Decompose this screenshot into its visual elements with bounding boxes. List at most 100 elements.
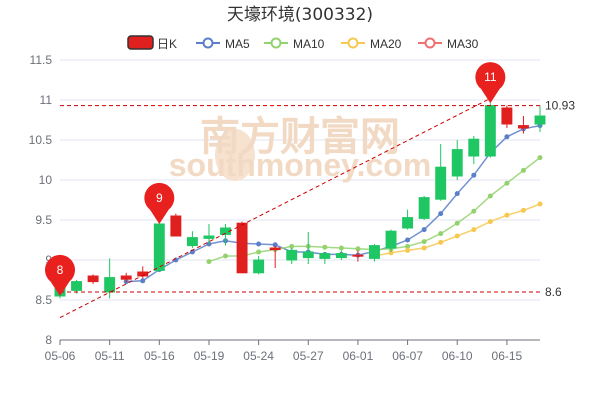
candles: [54, 103, 546, 299]
ma10-point: [355, 246, 361, 252]
candle: [120, 272, 132, 283]
y-tick-label: 8.5: [35, 293, 52, 307]
candle-body: [153, 223, 165, 271]
ma20-point: [487, 219, 493, 225]
candle-body: [501, 107, 513, 125]
ma10-point: [438, 231, 444, 237]
candle-body: [236, 222, 248, 274]
watermark-text: southmoney.com: [169, 147, 432, 183]
ma20-point: [454, 233, 460, 239]
ma5-point: [140, 278, 146, 284]
candle-body: [534, 115, 546, 125]
candle: [418, 196, 430, 220]
candle-body: [435, 166, 447, 200]
candle-body: [369, 245, 380, 259]
x-tick-label: 06-01: [343, 349, 374, 363]
price-pin: 9: [144, 182, 175, 224]
ma10-point: [537, 155, 543, 161]
candle: [517, 116, 529, 134]
candle: [170, 213, 182, 237]
ma10-point: [471, 208, 477, 214]
x-tick-label: 05-06: [45, 349, 76, 363]
candle-body: [517, 125, 529, 129]
ma10-point: [504, 180, 510, 186]
ma5-point: [471, 172, 477, 178]
ma10-point: [223, 253, 229, 259]
candle-body: [302, 251, 314, 259]
legend-label: MA10: [293, 37, 325, 51]
y-tick-label: 11.5: [30, 53, 53, 67]
ma20-point: [421, 245, 427, 251]
pin-shape: [144, 182, 175, 224]
candle-body: [484, 105, 496, 157]
candle: [451, 140, 463, 180]
x-tick-label: 05-11: [95, 349, 125, 363]
x-tick-label: 05-16: [144, 349, 175, 363]
x-tick-label: 06-15: [492, 349, 523, 363]
candle-body: [253, 259, 265, 274]
watermark-cn: 南方财富网: [200, 115, 400, 159]
chart-title: 天壕环境(300332): [227, 5, 373, 25]
x-tick-label: 05-27: [293, 349, 324, 363]
ma5-point: [405, 237, 411, 243]
ma5-point: [421, 227, 427, 233]
ma5-point: [256, 241, 262, 247]
candle-body: [352, 254, 364, 257]
reference-label: 8.6: [545, 285, 562, 299]
legend-label: 日K: [157, 37, 177, 51]
candle-body: [170, 215, 182, 237]
candle-body: [87, 275, 99, 283]
legend-item-4: MA30: [418, 37, 479, 51]
pins: 8 9 11: [45, 62, 506, 296]
candle: [137, 266, 149, 279]
ma5-point: [272, 242, 278, 248]
candle: [286, 248, 298, 264]
candle: [501, 105, 513, 128]
legend-label: MA5: [225, 37, 250, 51]
candle: [87, 274, 99, 284]
x-tick-label: 06-07: [392, 349, 423, 363]
candle-body: [451, 149, 463, 177]
pin-label: 9: [156, 191, 163, 205]
price-pin: 11: [475, 62, 506, 104]
ma10-point: [206, 259, 212, 265]
ma10-point: [520, 167, 526, 173]
legend-swatch-marker: [270, 37, 282, 49]
candle: [468, 136, 480, 164]
candle: [369, 244, 380, 262]
legend-swatch-marker: [347, 37, 359, 49]
candle: [534, 105, 546, 132]
candle: [203, 224, 215, 244]
trend-line: [59, 97, 491, 319]
legend-swatch-marker: [424, 37, 436, 49]
y-tick-label: 9.5: [35, 213, 52, 227]
y-tick-label: 10: [39, 173, 53, 187]
ma10-point: [256, 249, 262, 255]
legend-swatch: [127, 35, 154, 50]
candle-body: [319, 253, 331, 259]
candle-body: [335, 253, 347, 259]
candle: [484, 103, 496, 158]
ma10-point: [289, 243, 295, 249]
candle: [335, 250, 347, 260]
legend-swatch-marker: [202, 37, 214, 49]
ma5-point: [454, 191, 460, 197]
candle-body: [418, 197, 430, 219]
ma20-point: [520, 207, 526, 213]
pin-label: 11: [484, 70, 497, 84]
candle: [319, 252, 331, 264]
reference-label: 10.93: [545, 99, 575, 113]
x-tick-label: 05-19: [194, 349, 225, 363]
y-tick-label: 11: [40, 93, 53, 107]
ma5-point: [438, 211, 444, 217]
ma10-point: [322, 244, 328, 250]
ma20-point: [537, 201, 543, 207]
legend-item-2: MA10: [264, 37, 325, 51]
ma10-point: [487, 193, 493, 199]
candle-body: [186, 237, 198, 247]
candle-body: [71, 281, 83, 291]
